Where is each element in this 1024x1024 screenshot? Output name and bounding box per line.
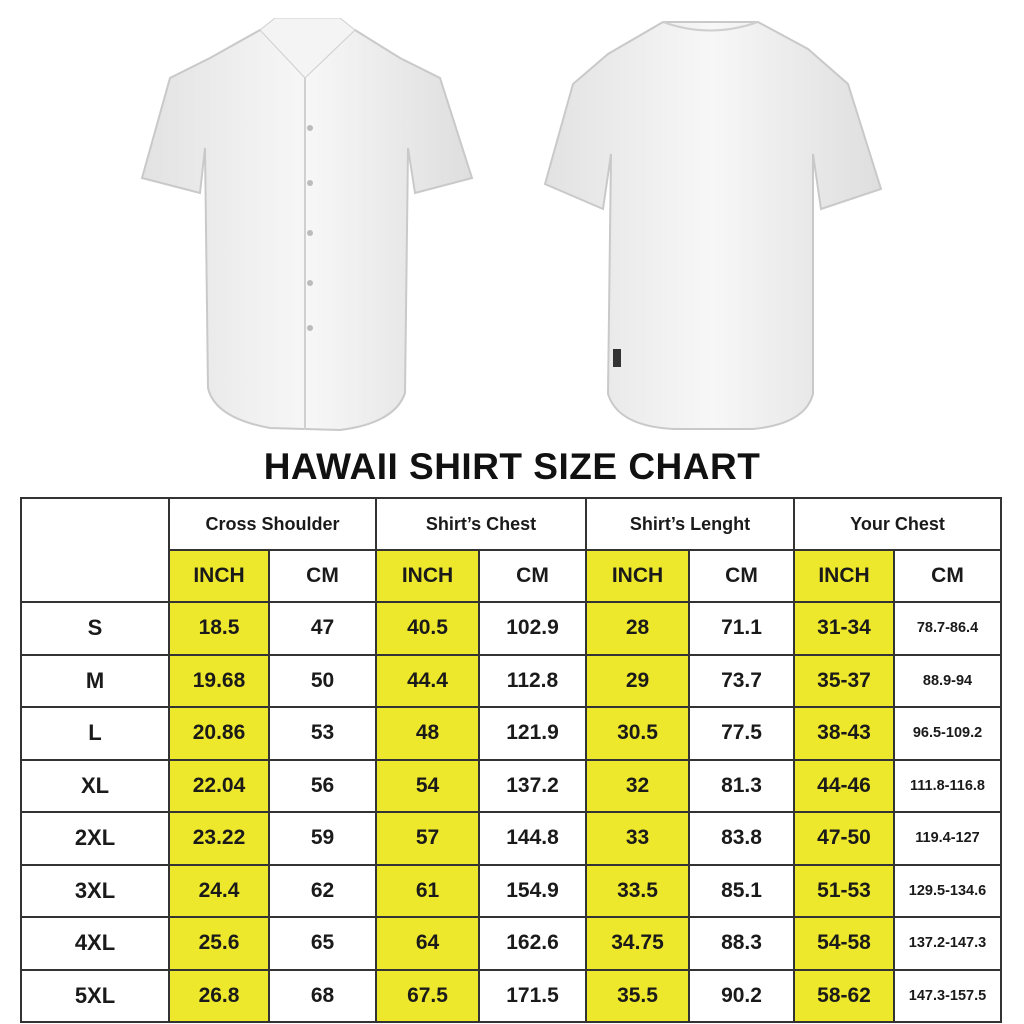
unit-header: CM bbox=[688, 549, 795, 603]
value-cell: 40.5 bbox=[375, 601, 480, 656]
value-cell: 112.8 bbox=[478, 653, 587, 708]
value-cell: 33 bbox=[585, 811, 690, 866]
value-cell: 144.8 bbox=[478, 811, 587, 866]
table-row: S 18.5 47 40.5 102.9 28 71.1 31-34 78.7-86.4 bbox=[20, 601, 1002, 656]
value-cell: 20.86 bbox=[168, 706, 270, 761]
value-cell: 56 bbox=[268, 758, 377, 813]
value-cell: 57 bbox=[375, 811, 480, 866]
value-cell: 162.6 bbox=[478, 916, 587, 971]
unit-header: INCH bbox=[168, 549, 270, 603]
size-label: M bbox=[20, 653, 170, 708]
value-cell: 119.4-127 bbox=[893, 811, 1002, 866]
value-cell: 90.2 bbox=[688, 968, 795, 1023]
value-cell: 33.5 bbox=[585, 863, 690, 918]
value-cell: 18.5 bbox=[168, 601, 270, 656]
value-cell: 50 bbox=[268, 653, 377, 708]
group-header: Shirt’s Chest bbox=[375, 497, 587, 551]
value-cell: 32 bbox=[585, 758, 690, 813]
value-cell: 111.8-116.8 bbox=[893, 758, 1002, 813]
table-row: 3XL 24.4 62 61 154.9 33.5 85.1 51-53 129.5-134.6 bbox=[20, 863, 1002, 918]
value-cell: 61 bbox=[375, 863, 480, 918]
value-cell: 121.9 bbox=[478, 706, 587, 761]
value-cell: 171.5 bbox=[478, 968, 587, 1023]
value-cell: 29 bbox=[585, 653, 690, 708]
value-cell: 83.8 bbox=[688, 811, 795, 866]
value-cell: 137.2-147.3 bbox=[893, 916, 1002, 971]
value-cell: 44.4 bbox=[375, 653, 480, 708]
table-row: L 20.86 53 48 121.9 30.5 77.5 38-43 96.5-109.2 bbox=[20, 706, 1002, 761]
chart-title: HAWAII SHIRT SIZE CHART bbox=[263, 446, 761, 487]
group-header: Your Chest bbox=[793, 497, 1002, 551]
table-row: 5XL 26.8 68 67.5 171.5 35.5 90.2 58-62 147.3-157… bbox=[20, 968, 1002, 1023]
corner-cell bbox=[20, 497, 170, 603]
value-cell: 147.3-157.5 bbox=[893, 968, 1002, 1023]
value-cell: 44-46 bbox=[793, 758, 895, 813]
unit-header: CM bbox=[478, 549, 587, 603]
shirt-front-image bbox=[140, 18, 474, 432]
value-cell: 88.9-94 bbox=[893, 653, 1002, 708]
table-row: 2XL 23.22 59 57 144.8 33 83.8 47-50 119.4-127 bbox=[20, 811, 1002, 866]
value-cell: 25.6 bbox=[168, 916, 270, 971]
value-cell: 96.5-109.2 bbox=[893, 706, 1002, 761]
value-cell: 73.7 bbox=[688, 653, 795, 708]
value-cell: 35.5 bbox=[585, 968, 690, 1023]
value-cell: 47 bbox=[268, 601, 377, 656]
value-cell: 54-58 bbox=[793, 916, 895, 971]
size-label: S bbox=[20, 601, 170, 656]
value-cell: 62 bbox=[268, 863, 377, 918]
value-cell: 30.5 bbox=[585, 706, 690, 761]
value-cell: 81.3 bbox=[688, 758, 795, 813]
unit-header: CM bbox=[893, 549, 1002, 603]
table-row: XL 22.04 56 54 137.2 32 81.3 44-46 111.8-116.8 bbox=[20, 758, 1002, 813]
value-cell: 31-34 bbox=[793, 601, 895, 656]
value-cell: 137.2 bbox=[478, 758, 587, 813]
value-cell: 23.22 bbox=[168, 811, 270, 866]
value-cell: 71.1 bbox=[688, 601, 795, 656]
value-cell: 48 bbox=[375, 706, 480, 761]
unit-header: INCH bbox=[793, 549, 895, 603]
value-cell: 65 bbox=[268, 916, 377, 971]
unit-header: INCH bbox=[585, 549, 690, 603]
size-label: XL bbox=[20, 758, 170, 813]
value-cell: 58-62 bbox=[793, 968, 895, 1023]
value-cell: 34.75 bbox=[585, 916, 690, 971]
value-cell: 26.8 bbox=[168, 968, 270, 1023]
value-cell: 19.68 bbox=[168, 653, 270, 708]
size-label: 2XL bbox=[20, 811, 170, 866]
value-cell: 67.5 bbox=[375, 968, 480, 1023]
value-cell: 68 bbox=[268, 968, 377, 1023]
value-cell: 53 bbox=[268, 706, 377, 761]
value-cell: 88.3 bbox=[688, 916, 795, 971]
value-cell: 38-43 bbox=[793, 706, 895, 761]
size-label: 3XL bbox=[20, 863, 170, 918]
table-row: M 19.68 50 44.4 112.8 29 73.7 35-37 88.9-94 bbox=[20, 653, 1002, 708]
value-cell: 24.4 bbox=[168, 863, 270, 918]
value-cell: 78.7-86.4 bbox=[893, 601, 1002, 656]
value-cell: 129.5-134.6 bbox=[893, 863, 1002, 918]
size-label: L bbox=[20, 706, 170, 761]
value-cell: 102.9 bbox=[478, 601, 587, 656]
value-cell: 51-53 bbox=[793, 863, 895, 918]
unit-header: INCH bbox=[375, 549, 480, 603]
group-header: Cross Shoulder bbox=[168, 497, 377, 551]
value-cell: 22.04 bbox=[168, 758, 270, 813]
value-cell: 77.5 bbox=[688, 706, 795, 761]
value-cell: 28 bbox=[585, 601, 690, 656]
unit-header: CM bbox=[268, 549, 377, 603]
value-cell: 154.9 bbox=[478, 863, 587, 918]
value-cell: 64 bbox=[375, 916, 480, 971]
value-cell: 85.1 bbox=[688, 863, 795, 918]
value-cell: 35-37 bbox=[793, 653, 895, 708]
size-table: Cross Shoulder Shirt’s Chest Shirt’s Len… bbox=[20, 497, 1002, 1023]
value-cell: 59 bbox=[268, 811, 377, 866]
value-cell: 47-50 bbox=[793, 811, 895, 866]
value-cell: 54 bbox=[375, 758, 480, 813]
size-label: 4XL bbox=[20, 916, 170, 971]
table-row: 4XL 25.6 65 64 162.6 34.75 88.3 54-58 137.2-147.… bbox=[20, 916, 1002, 971]
group-header: Shirt’s Lenght bbox=[585, 497, 795, 551]
shirt-back-image bbox=[543, 21, 883, 430]
size-label: 5XL bbox=[20, 968, 170, 1023]
